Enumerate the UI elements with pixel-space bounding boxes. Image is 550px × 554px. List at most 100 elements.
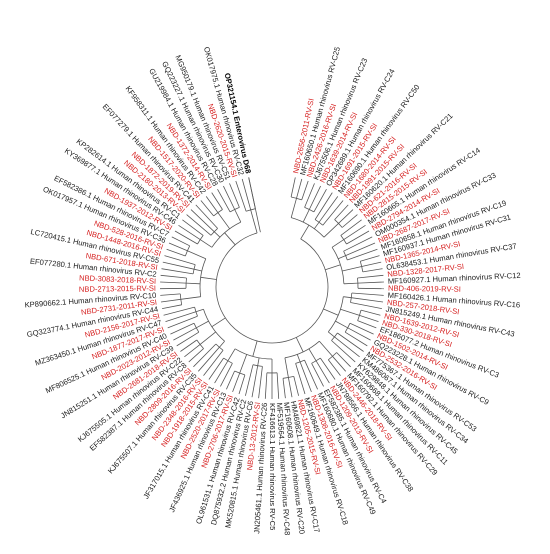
leaf-branch: [166, 248, 186, 257]
internal-branch: [340, 308, 360, 316]
leaf-branch: [229, 183, 240, 208]
internal-branch: [180, 296, 201, 300]
leaf-branch: [241, 178, 252, 211]
leaf-branch: [295, 363, 306, 395]
leaf-branch: [245, 364, 254, 396]
clade-arc: [215, 343, 224, 351]
leaf-branch: [190, 209, 215, 232]
internal-branch: [227, 348, 236, 362]
leaf-branch: [170, 322, 195, 335]
clade-arc: [344, 323, 351, 333]
leaf-branch: [226, 370, 235, 390]
leaf-branch: [320, 357, 336, 380]
internal-branch: [343, 296, 352, 299]
internal-branch: [308, 348, 317, 362]
leaf-branch: [205, 196, 219, 213]
clade-arc: [234, 370, 246, 376]
leaf-branch: [193, 343, 217, 368]
leaf-branch: [350, 302, 382, 309]
leaf-branch: [322, 200, 344, 226]
internal-branch: [338, 255, 346, 260]
leaf-branch: [334, 204, 349, 220]
internal-branch: [290, 198, 297, 218]
leaf-branch: [340, 219, 362, 236]
clade-arc: [282, 376, 294, 379]
root-branch: [200, 276, 217, 280]
internal-branch: [187, 250, 206, 260]
leaf-branch: [301, 180, 309, 201]
leaf-branch: [171, 236, 190, 247]
root-branch: [323, 308, 339, 316]
internal-branch: [234, 209, 242, 223]
internal-branch: [219, 340, 225, 348]
leaf-branch: [211, 192, 223, 210]
clade-arc: [223, 357, 233, 364]
leaf-label-nbd: NBD-406-2019-RV-SI: [388, 284, 461, 294]
leaf-branch: [343, 236, 373, 252]
leaf-branch: [188, 348, 204, 363]
clade-arc: [196, 339, 204, 349]
leaf-branch: [176, 331, 200, 347]
leaf-branch: [318, 196, 339, 223]
leaf-branch: [184, 344, 201, 358]
leaf-branch: [357, 274, 384, 279]
internal-branch: [195, 308, 204, 313]
leaf-branch: [360, 309, 381, 316]
major-clade-arc: [199, 258, 207, 297]
leaf-branch: [200, 200, 214, 217]
leaf-branch: [296, 178, 303, 199]
leaf-branch: [197, 346, 220, 372]
leaf-branch: [293, 376, 299, 396]
leaf-branch: [357, 320, 377, 329]
leaf-branch: [232, 372, 241, 393]
leaf-branch: [343, 224, 366, 240]
internal-branch: [328, 331, 335, 338]
internal-branch: [302, 209, 310, 223]
internal-branch: [335, 320, 348, 329]
leaf-branch: [186, 214, 212, 236]
clade-arc: [359, 261, 364, 272]
internal-branch: [217, 212, 231, 230]
root-branch: [224, 232, 236, 246]
leaf-branch: [313, 189, 327, 213]
leaf-branch: [349, 322, 374, 335]
internal-branch: [250, 209, 254, 218]
leaf-branch: [173, 327, 197, 341]
leaf-branch: [331, 340, 356, 363]
outgroup-branch: [248, 177, 261, 233]
tree-branches: [159, 177, 385, 399]
major-clade-arc: [291, 217, 325, 238]
leaf-branch: [347, 248, 378, 261]
root-branch: [252, 217, 258, 234]
leaf-branch: [282, 378, 286, 399]
leaf-branch: [314, 192, 333, 220]
leaf-branch: [235, 180, 247, 212]
root-branch: [325, 264, 341, 271]
leaf-branch: [304, 359, 318, 390]
leaf-branch: [332, 356, 347, 372]
leaf-branch: [304, 183, 315, 208]
leaf-branch: [337, 332, 364, 352]
leaf-branch: [327, 359, 341, 376]
internal-branch: [343, 282, 358, 285]
clade-arc: [193, 323, 200, 333]
root-branch: [252, 340, 258, 357]
leaf-branch: [347, 327, 371, 341]
leaf-branch: [334, 336, 360, 358]
internal-branch: [213, 231, 221, 238]
internal-branch: [239, 354, 248, 374]
leaf-branch: [160, 298, 181, 303]
internal-branch: [313, 222, 320, 230]
leaf-branch: [208, 357, 224, 380]
leaf-branch: [164, 255, 196, 265]
root-branch: [300, 224, 310, 240]
internal-branch: [199, 239, 213, 248]
root-arc: [215, 232, 329, 344]
leaf-branch: [182, 219, 204, 236]
leaf-branch: [315, 360, 330, 384]
root-branch: [211, 317, 226, 328]
leaf-branch: [160, 281, 187, 284]
leaf-branch: [357, 281, 384, 284]
root-branch: [295, 337, 304, 353]
